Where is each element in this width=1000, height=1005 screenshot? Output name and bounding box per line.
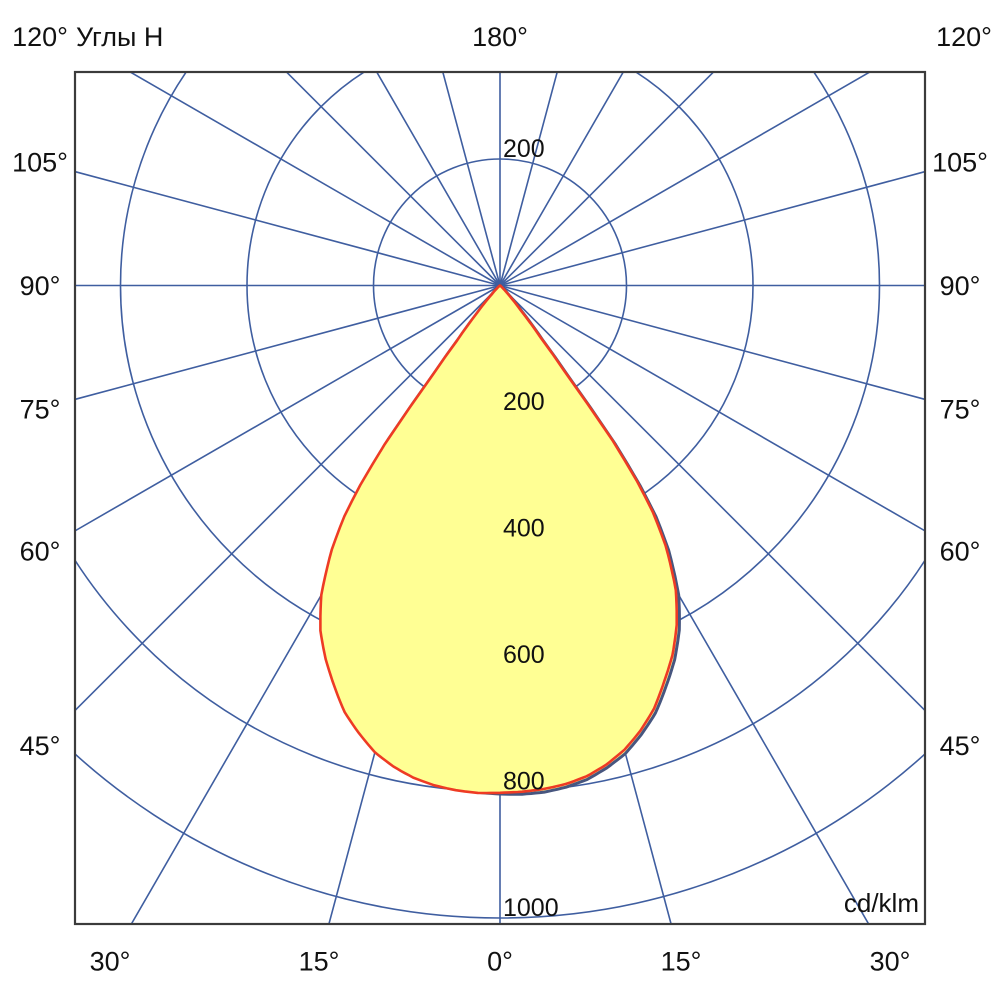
grid-ray bbox=[128, 72, 501, 287]
intensity-curves bbox=[319, 284, 681, 796]
corner-label-top-right: 120° bbox=[936, 22, 992, 52]
angle-tick-bottom: 15° bbox=[661, 947, 702, 977]
chart-title: Углы Н bbox=[76, 22, 163, 52]
curve-red bbox=[319, 284, 678, 795]
grid-ray bbox=[499, 72, 625, 286]
grid-ray bbox=[375, 72, 501, 286]
radial-tick-label: 600 bbox=[503, 641, 545, 669]
plot-border bbox=[73, 70, 927, 926]
angle-tick-right: 75° bbox=[940, 394, 981, 424]
grid-ray bbox=[75, 284, 501, 401]
radial-tick-label: 200 bbox=[503, 388, 545, 416]
grid-ray bbox=[75, 284, 501, 532]
angle-tick-right: 60° bbox=[940, 537, 981, 567]
angle-tick-right: 45° bbox=[940, 731, 981, 761]
radial-tick-label: 400 bbox=[503, 515, 545, 543]
grid-ray bbox=[441, 72, 501, 286]
angle-tick-left: 90° bbox=[20, 271, 61, 301]
grid-ray bbox=[499, 284, 925, 401]
grid-ray bbox=[499, 284, 925, 532]
grid-ray bbox=[499, 72, 715, 287]
angle-tick-left: 75° bbox=[20, 394, 61, 424]
angle-tick-bottom: 30° bbox=[90, 947, 131, 977]
corner-label-top-left: 120° bbox=[12, 22, 68, 52]
grid-ray bbox=[75, 284, 501, 712]
angle-tick-left: 60° bbox=[20, 537, 61, 567]
grid-ring bbox=[75, 752, 925, 919]
radial-tick-label: 200 bbox=[503, 135, 545, 163]
axis-labels: 120° Углы Н 180° 120° cd/klm 105° 105° 90°… bbox=[12, 22, 992, 977]
radial-tick-label: 1000 bbox=[503, 894, 559, 922]
grid-ray bbox=[499, 170, 925, 287]
grid-ray bbox=[499, 72, 559, 286]
angle-label-top-center: 180° bbox=[472, 22, 528, 52]
angle-tick-left: 105° bbox=[12, 148, 68, 178]
grid-ray bbox=[75, 170, 501, 287]
angle-tick-left: 45° bbox=[20, 731, 61, 761]
angle-tick-right: 105° bbox=[932, 148, 988, 178]
grid-ray bbox=[285, 72, 501, 287]
grid-ray bbox=[499, 72, 872, 287]
radial-tick-label: 800 bbox=[503, 768, 545, 796]
angle-tick-bottom: 30° bbox=[870, 947, 911, 977]
units-label: cd/klm bbox=[844, 888, 919, 918]
angle-tick-bottom: 0° bbox=[487, 947, 513, 977]
angle-tick-bottom: 15° bbox=[299, 947, 340, 977]
angle-tick-right: 90° bbox=[940, 271, 981, 301]
grid-ray bbox=[499, 284, 925, 712]
